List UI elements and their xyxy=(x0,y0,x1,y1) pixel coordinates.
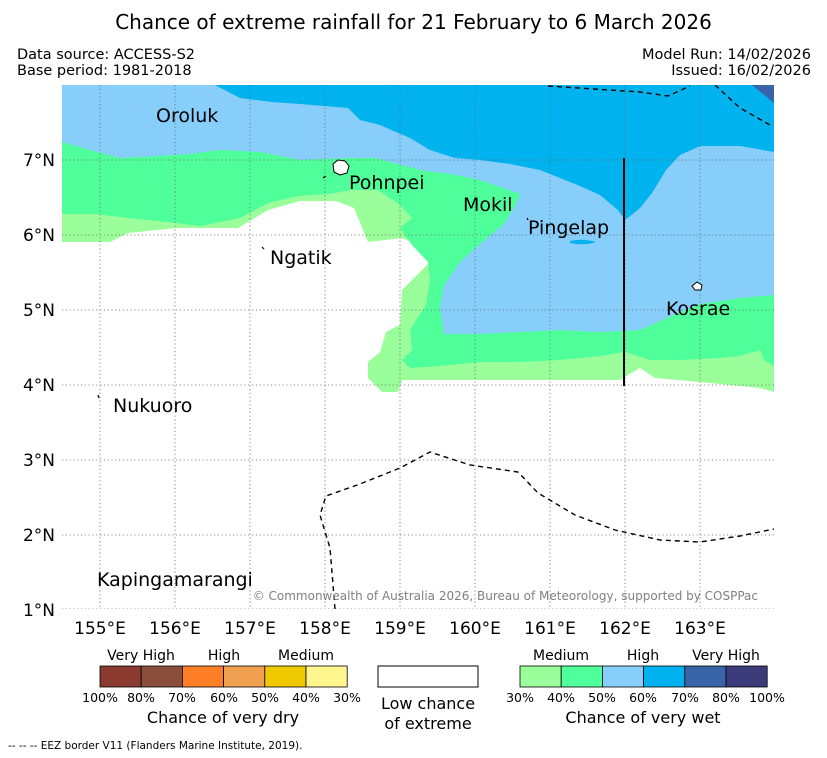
lat-label: 3°N xyxy=(23,451,55,471)
pohnpei-islet-mark xyxy=(322,175,327,179)
eez-note: -- -- -- EEZ border V11 (Flanders Marine… xyxy=(8,740,303,752)
data-source-text: Data source: ACCESS-S2 xyxy=(17,47,196,63)
legend-dry-swatches xyxy=(99,665,348,688)
legend-dry-swatch xyxy=(99,665,142,688)
zone-60-70-percent xyxy=(215,85,774,220)
pohnpei-island xyxy=(332,159,350,176)
legend-wet-tick: 60% xyxy=(629,690,657,705)
place-label-kapingamarangi: Kapingamarangi xyxy=(97,569,253,591)
legend-wet-swatches xyxy=(519,665,768,688)
legend-dry-tick: 100% xyxy=(82,690,118,705)
legend-dry-swatch xyxy=(223,665,266,688)
place-label-oroluk: Oroluk xyxy=(156,105,218,127)
lat-label: 7°N xyxy=(23,151,55,171)
legend-low-swatch xyxy=(377,665,479,688)
legend-dry-tick: 60% xyxy=(210,690,238,705)
legend-dry-swatch xyxy=(140,665,183,688)
graticule xyxy=(62,85,774,609)
legend-low: Low chance of extreme xyxy=(377,665,479,733)
legend-dry-tick: 50% xyxy=(251,690,279,705)
model-run-text: Model Run: 14/02/2026 xyxy=(641,47,811,63)
legend-wet-swatch xyxy=(602,665,645,688)
ngatik-island-mark xyxy=(261,246,265,250)
lon-label: 161°E xyxy=(524,619,576,639)
lon-label: 158°E xyxy=(299,619,351,639)
lon-label: 160°E xyxy=(449,619,501,639)
legend-dry-tick: 80% xyxy=(127,690,155,705)
place-label-kosrae: Kosrae xyxy=(666,298,730,320)
legend-wet-swatch xyxy=(684,665,727,688)
legend-wet: Medium High Very High 30% 40% 50% 60% 70… xyxy=(506,648,785,727)
copyright-text: © Commonwealth of Australia 2026, Bureau… xyxy=(253,589,758,603)
lon-label: 157°E xyxy=(224,619,276,639)
zone-blob-pingelap xyxy=(570,239,596,245)
legend-dry-medium: Medium xyxy=(278,648,334,664)
issued-text: Issued: 16/02/2026 xyxy=(671,63,811,79)
eez-borders xyxy=(319,85,774,609)
legend-dry-swatch xyxy=(264,665,307,688)
legend-dry-tick: 30% xyxy=(333,690,361,705)
legend-wet-high: High xyxy=(627,648,659,664)
legend-wet-tick: 40% xyxy=(547,690,575,705)
lon-label: 159°E xyxy=(374,619,426,639)
legend-wet-medium: Medium xyxy=(533,648,589,664)
legend-dry-swatch xyxy=(305,665,348,688)
place-label-mokil: Mokil xyxy=(463,194,513,216)
legend-wet-caption: Chance of very wet xyxy=(565,708,720,727)
legend-low-line2: of extreme xyxy=(384,714,471,733)
place-label-pohnpei: Pohnpei xyxy=(349,172,425,194)
legend-dry-caption: Chance of very dry xyxy=(147,708,299,727)
place-label-ngatik: Ngatik xyxy=(270,247,332,269)
legend-wet-tick: 50% xyxy=(588,690,616,705)
mokil-island-mark xyxy=(526,217,529,221)
legend-dry-high: High xyxy=(208,648,240,664)
lon-label: 155°E xyxy=(74,619,126,639)
legend-dry-tick: 70% xyxy=(168,690,196,705)
lon-label: 162°E xyxy=(599,619,651,639)
base-period-text: Base period: 1981-2018 xyxy=(17,63,192,79)
lat-label: 2°N xyxy=(23,526,55,546)
legend-dry-very-high: Very High xyxy=(107,648,175,664)
place-label-pingelap: Pingelap xyxy=(528,217,609,239)
kosrae-island xyxy=(691,281,703,291)
place-label-nukuoro: Nukuoro xyxy=(113,395,192,417)
lon-label: 163°E xyxy=(674,619,726,639)
legend-wet-tick: 80% xyxy=(712,690,740,705)
lat-label: 1°N xyxy=(23,601,55,621)
legend-low-line1: Low chance xyxy=(381,694,475,713)
legend-dry-swatch xyxy=(181,665,224,688)
lat-label: 4°N xyxy=(23,376,55,396)
map-plot-area: Oroluk Pohnpei Mokil Pingelap Ngatik Kos… xyxy=(62,85,774,609)
nukuoro-island-mark xyxy=(97,394,100,399)
zone-70-80-percent xyxy=(752,85,774,103)
legend-wet-tick: 30% xyxy=(506,690,534,705)
legend-wet-swatch xyxy=(519,665,562,688)
legend-wet-very-high: Very High xyxy=(692,648,760,664)
map-title: Chance of extreme rainfall for 21 Februa… xyxy=(115,10,712,34)
legend-wet-swatch xyxy=(725,665,768,688)
lat-label: 6°N xyxy=(23,226,55,246)
legend-wet-tick: 70% xyxy=(671,690,699,705)
lat-label: 5°N xyxy=(23,301,55,321)
legend-wet-swatch xyxy=(643,665,686,688)
lon-label: 156°E xyxy=(149,619,201,639)
legend-dry: Very High High Medium 100% 80% 70% 60% 5… xyxy=(82,648,361,727)
legend-dry-tick: 40% xyxy=(292,690,320,705)
legend-wet-tick: 100% xyxy=(749,690,785,705)
legend-wet-swatch xyxy=(560,665,603,688)
